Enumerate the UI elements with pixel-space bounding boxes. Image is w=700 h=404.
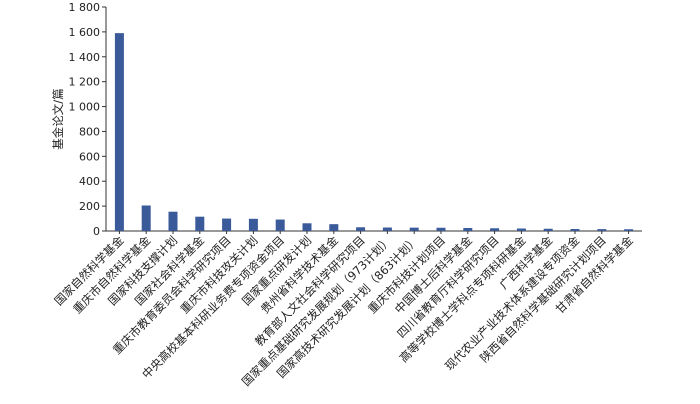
y-tick-label: 1 000 (69, 101, 101, 114)
bar (275, 219, 285, 231)
bar (543, 228, 553, 231)
bar (463, 228, 473, 231)
bar (624, 229, 634, 231)
y-tick-label: 1 400 (69, 51, 101, 64)
y-tick-label: 1 200 (69, 76, 101, 89)
bar (329, 224, 339, 231)
bar (490, 228, 500, 231)
y-axis-label: 基金论文/篇 (51, 88, 65, 149)
y-axis: 0 200 400 600 800 1 000 1 200 1 400 1 600 1 800 (69, 1, 107, 238)
bar (597, 229, 607, 231)
bar (302, 223, 312, 231)
bar (195, 216, 205, 231)
y-tick-label: 1 800 (69, 1, 101, 14)
bar (168, 211, 178, 231)
y-tick-label: 1 600 (69, 26, 101, 39)
bar (356, 227, 366, 231)
y-tick-label: 200 (79, 200, 100, 213)
y-tick-label: 600 (79, 150, 100, 163)
bar (382, 227, 392, 231)
bar (516, 228, 526, 231)
category-labels: 国家自然科学基金重庆市自然科学基金国家科技支撑计划国家社会科学基金重庆市教育委员… (52, 233, 637, 389)
bar (570, 229, 580, 231)
y-tick-label: 800 (79, 125, 100, 138)
y-tick-label: 400 (79, 175, 100, 188)
y-tick-label: 0 (93, 225, 100, 238)
bar (248, 218, 258, 231)
bar (114, 33, 124, 232)
bar (141, 205, 151, 231)
bar (409, 227, 419, 231)
bar (222, 218, 232, 231)
x-axis (106, 230, 642, 234)
bars (114, 33, 634, 232)
bar (436, 227, 446, 231)
